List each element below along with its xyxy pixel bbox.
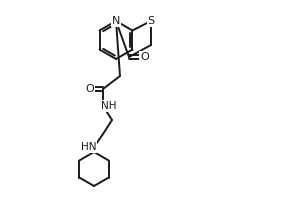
Text: O: O — [140, 52, 149, 62]
Text: N: N — [112, 16, 120, 26]
Text: S: S — [147, 16, 155, 26]
Text: HN: HN — [81, 142, 96, 152]
Text: NH: NH — [101, 101, 116, 111]
Text: O: O — [85, 84, 94, 94]
